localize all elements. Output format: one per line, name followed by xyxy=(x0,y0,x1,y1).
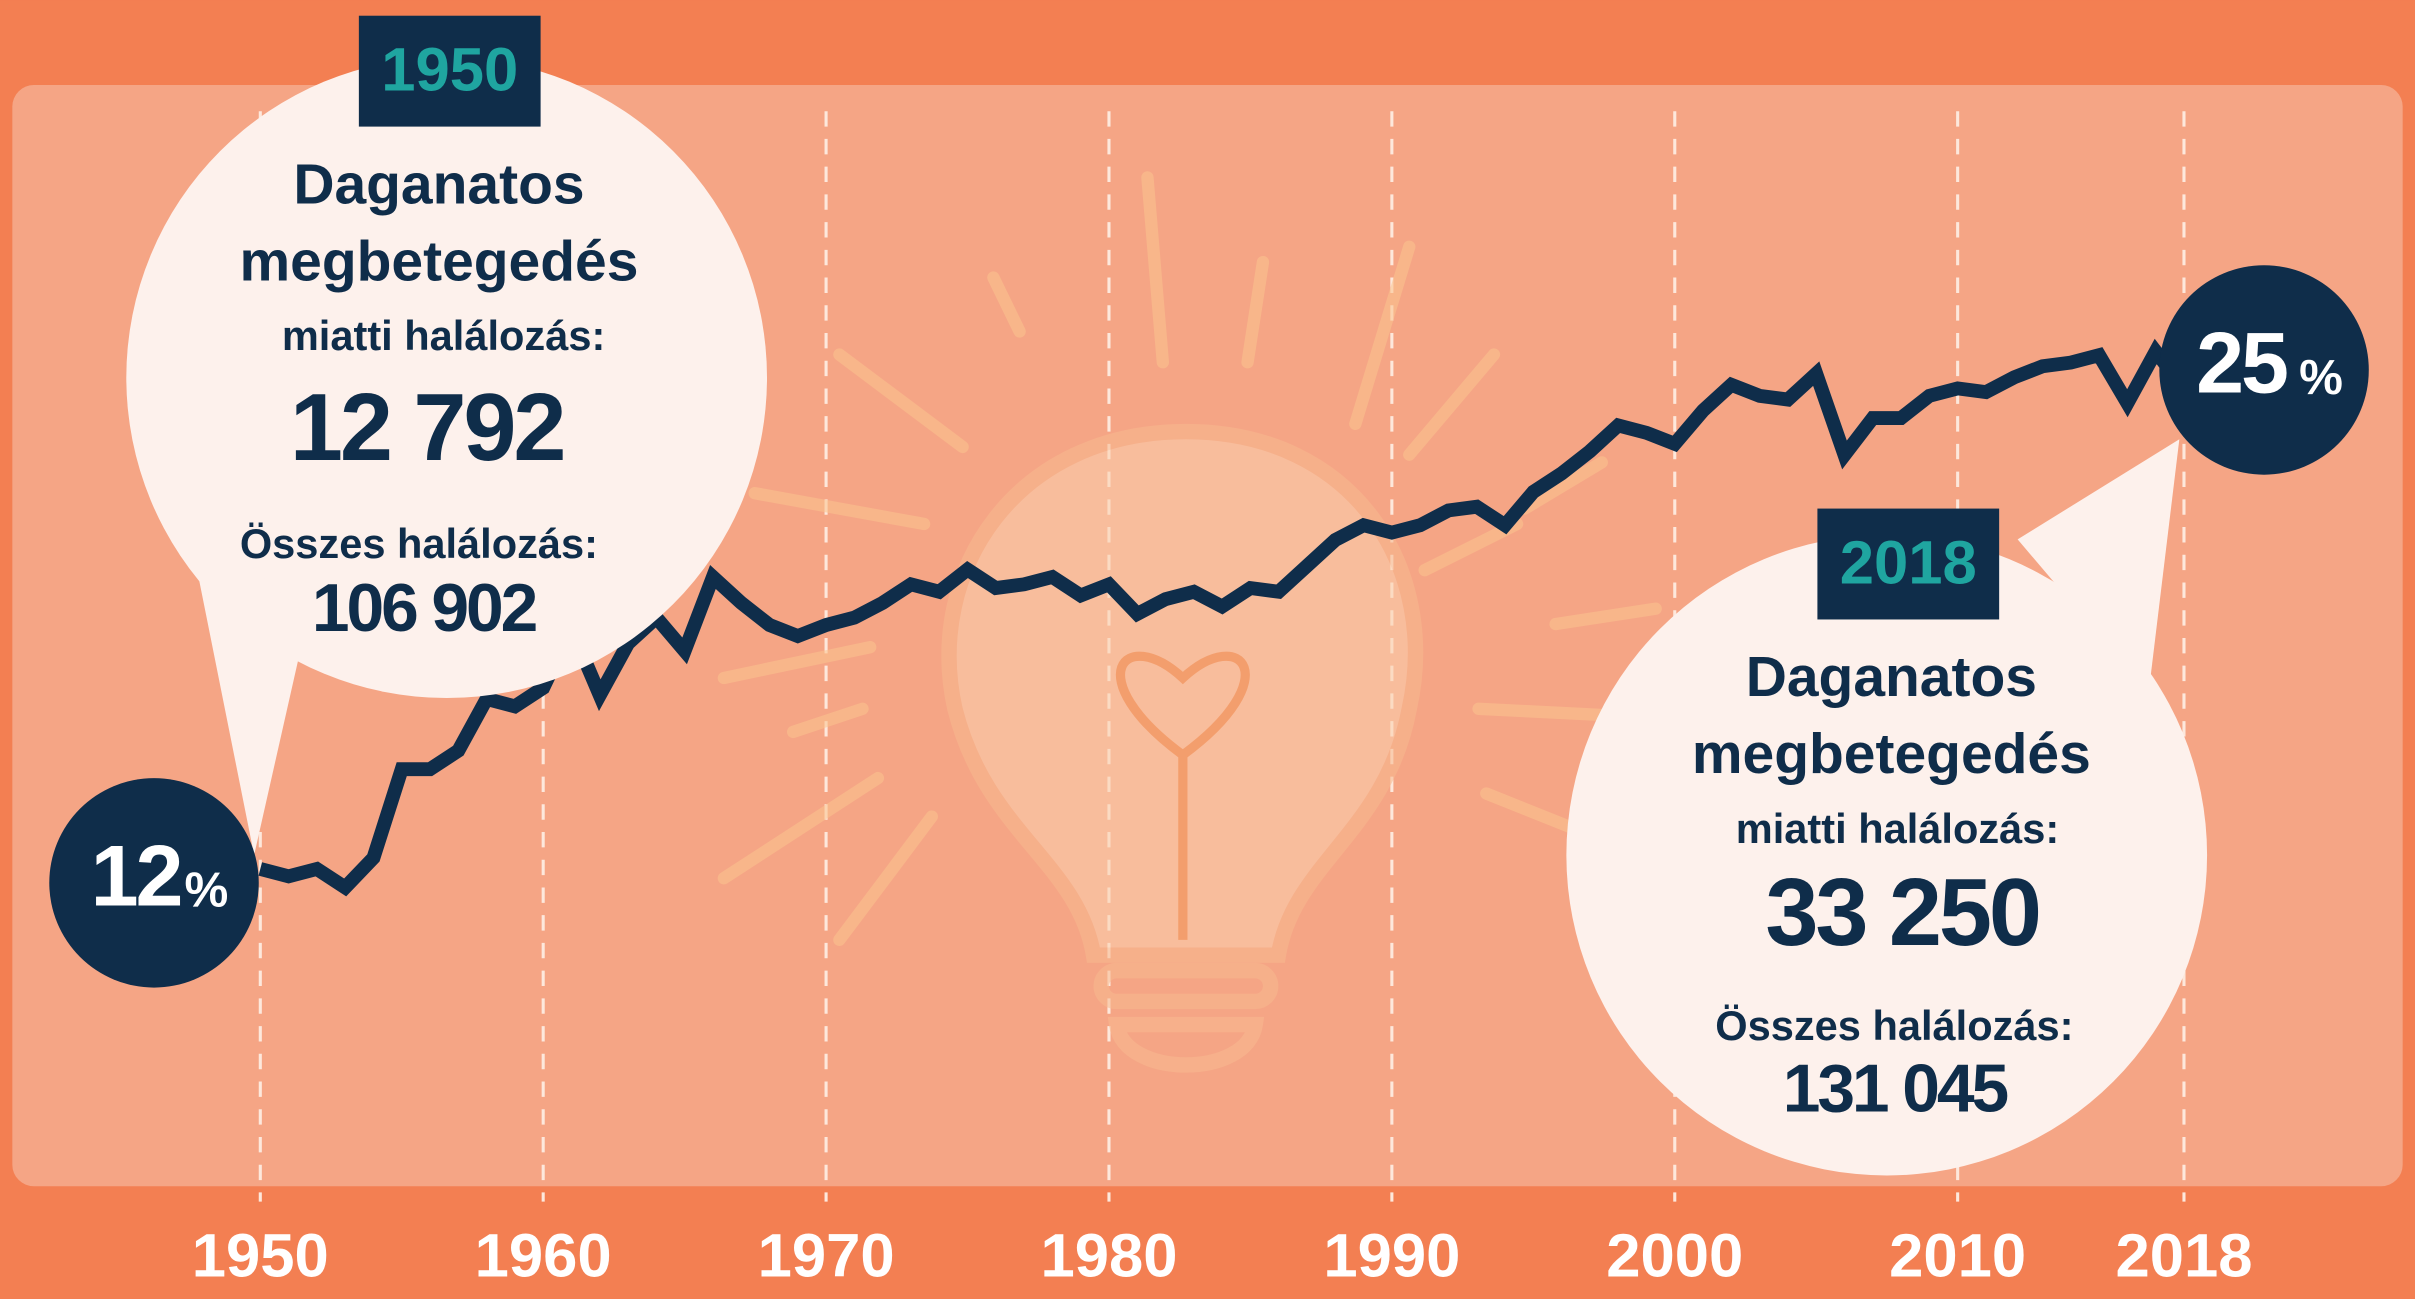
year-label: 2018 xyxy=(1840,528,1977,597)
callout-text: miatti halálozás: xyxy=(1736,805,2059,852)
start-unit: % xyxy=(184,863,228,918)
chart: 1950 Daganatos megbetegedés miatti halál… xyxy=(0,0,2415,1299)
callout-text: Összes halálozás: xyxy=(240,520,598,567)
callout-text: megbetegedés xyxy=(239,229,638,293)
total-deaths: 106 902 xyxy=(312,571,536,646)
start-badge: 12 % xyxy=(49,778,258,987)
end-badge: 25 % xyxy=(2159,265,2368,474)
cancer-deaths: 33 250 xyxy=(1765,860,2039,966)
end-unit: % xyxy=(2299,350,2343,405)
x-tick-label: 1960 xyxy=(475,1221,612,1290)
callout-text: Daganatos xyxy=(293,152,584,216)
total-deaths: 131 045 xyxy=(1783,1052,2008,1127)
x-tick-label: 2000 xyxy=(1606,1221,1743,1290)
x-tick-label: 1990 xyxy=(1323,1221,1460,1290)
x-tick-label: 1980 xyxy=(1040,1221,1177,1290)
callout-text: Daganatos xyxy=(1746,645,2037,709)
cancer-deaths: 12 792 xyxy=(290,375,564,481)
callout-text: Összes halálozás: xyxy=(1715,1002,2073,1049)
x-tick-label: 1950 xyxy=(192,1221,329,1290)
callout-text: miatti halálozás: xyxy=(282,312,605,359)
year-label: 1950 xyxy=(381,36,518,105)
x-tick-label: 1970 xyxy=(758,1221,895,1290)
page: {"chart_data": {"type": "line", "x": [19… xyxy=(0,0,2415,1299)
start-value: 12 xyxy=(91,829,181,925)
callout-text: megbetegedés xyxy=(1692,722,2091,786)
x-tick-label: 2010 xyxy=(1889,1221,2026,1290)
x-tick-label: 2018 xyxy=(2115,1221,2252,1290)
end-value: 25 xyxy=(2196,316,2287,412)
